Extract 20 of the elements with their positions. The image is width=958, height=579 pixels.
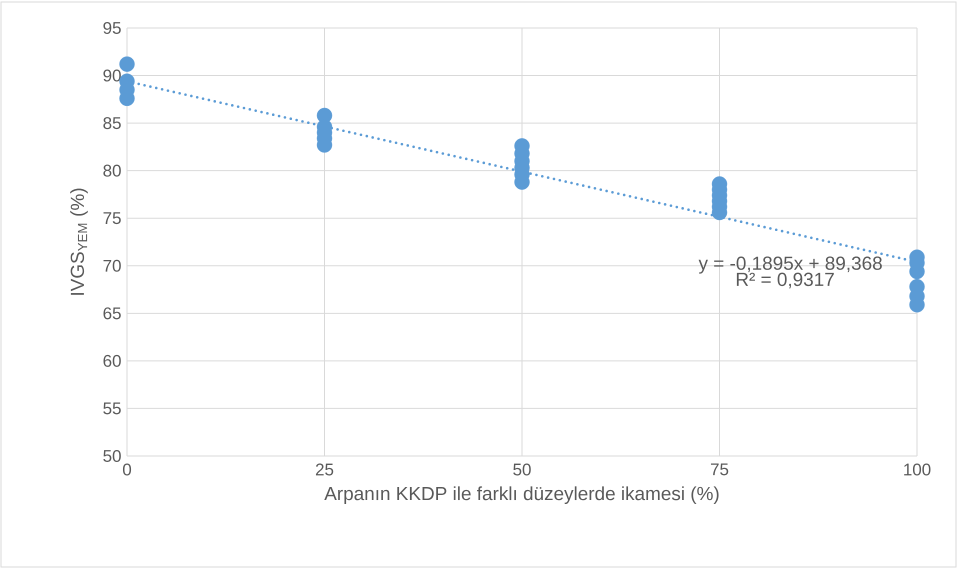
y-tick-label: 60	[104, 354, 121, 367]
y-tick-label: 90	[103, 70, 121, 82]
y-tick-label: 55	[103, 402, 121, 414]
annotation: y = -0,1895x + 89,368	[698, 256, 882, 274]
y-axis-title: IVGS$_{YEM}$ (%)	[70, 188, 88, 295]
x-tick-label: 25	[316, 464, 334, 476]
x-axis-title: Arpanın KKDP ile farklı düzeylerde ikamesi (%)	[324, 486, 719, 504]
annotation: R² = 0,9317	[736, 272, 834, 288]
x-tick-label: 100	[904, 464, 930, 476]
y-tick-label: 85	[103, 117, 121, 130]
x-tick-label: 75	[710, 464, 728, 476]
y-tick-label: 65	[104, 307, 121, 320]
y-tick-label: 75	[104, 212, 121, 224]
point	[119, 56, 135, 72]
y-tick-label: 80	[103, 164, 121, 177]
y-tick-label: 50	[103, 450, 121, 462]
y-tick-label: 95	[103, 22, 121, 34]
x-tick-label: 50	[513, 464, 531, 476]
x-tick-label: 0	[122, 464, 132, 476]
y-tick-label: 70	[104, 260, 121, 272]
